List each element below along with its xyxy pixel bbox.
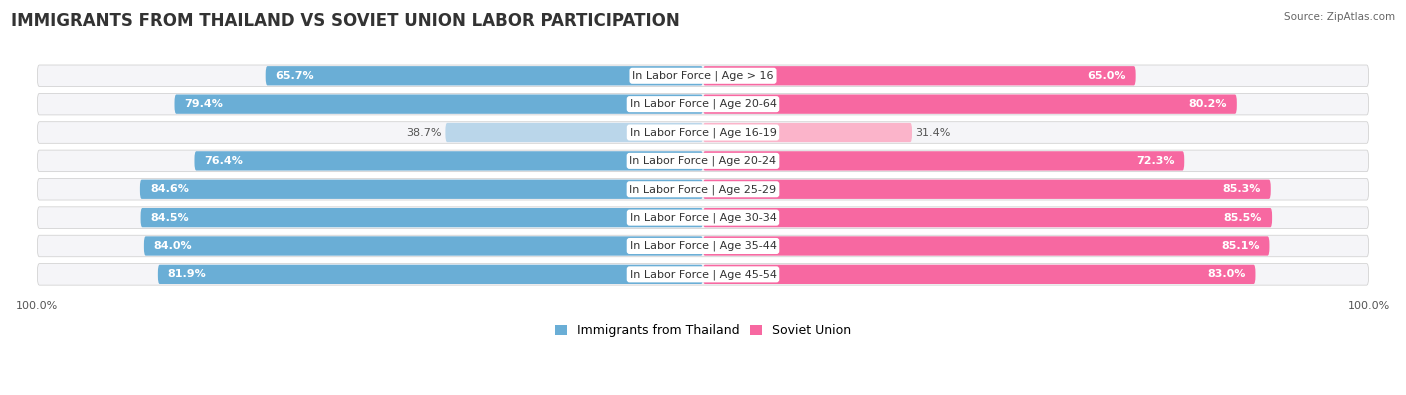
Text: 84.0%: 84.0% [153,241,193,251]
FancyBboxPatch shape [38,179,1368,200]
Text: In Labor Force | Age 25-29: In Labor Force | Age 25-29 [630,184,776,194]
Text: Source: ZipAtlas.com: Source: ZipAtlas.com [1284,12,1395,22]
Text: In Labor Force | Age 35-44: In Labor Force | Age 35-44 [630,241,776,251]
Text: 85.5%: 85.5% [1223,213,1263,223]
Text: 84.6%: 84.6% [150,184,188,194]
Text: 65.0%: 65.0% [1087,71,1126,81]
Text: 81.9%: 81.9% [167,269,207,279]
Text: In Labor Force | Age 16-19: In Labor Force | Age 16-19 [630,127,776,138]
FancyBboxPatch shape [139,180,703,199]
Text: 85.3%: 85.3% [1222,184,1261,194]
FancyBboxPatch shape [703,94,1237,114]
Text: 38.7%: 38.7% [406,128,441,137]
FancyBboxPatch shape [38,150,1368,172]
FancyBboxPatch shape [703,180,1271,199]
Text: IMMIGRANTS FROM THAILAND VS SOVIET UNION LABOR PARTICIPATION: IMMIGRANTS FROM THAILAND VS SOVIET UNION… [11,12,681,30]
FancyBboxPatch shape [703,236,1270,256]
Text: 84.5%: 84.5% [150,213,190,223]
FancyBboxPatch shape [703,208,1272,227]
Text: 65.7%: 65.7% [276,71,315,81]
Text: In Labor Force | Age 30-34: In Labor Force | Age 30-34 [630,213,776,223]
FancyBboxPatch shape [266,66,703,85]
FancyBboxPatch shape [194,151,703,171]
FancyBboxPatch shape [157,265,703,284]
Text: 31.4%: 31.4% [915,128,950,137]
Text: 76.4%: 76.4% [204,156,243,166]
FancyBboxPatch shape [38,65,1368,87]
Text: In Labor Force | Age > 16: In Labor Force | Age > 16 [633,71,773,81]
FancyBboxPatch shape [143,236,703,256]
Text: 80.2%: 80.2% [1188,99,1227,109]
FancyBboxPatch shape [703,151,1184,171]
FancyBboxPatch shape [38,263,1368,285]
FancyBboxPatch shape [703,66,1136,85]
FancyBboxPatch shape [174,94,703,114]
Text: 72.3%: 72.3% [1136,156,1174,166]
Text: In Labor Force | Age 20-24: In Labor Force | Age 20-24 [630,156,776,166]
Text: In Labor Force | Age 20-64: In Labor Force | Age 20-64 [630,99,776,109]
FancyBboxPatch shape [38,207,1368,228]
Text: 85.1%: 85.1% [1220,241,1260,251]
FancyBboxPatch shape [703,265,1256,284]
FancyBboxPatch shape [141,208,703,227]
Legend: Immigrants from Thailand, Soviet Union: Immigrants from Thailand, Soviet Union [550,320,856,342]
Text: 79.4%: 79.4% [184,99,224,109]
FancyBboxPatch shape [38,122,1368,143]
FancyBboxPatch shape [38,93,1368,115]
Text: In Labor Force | Age 45-54: In Labor Force | Age 45-54 [630,269,776,280]
FancyBboxPatch shape [703,123,912,142]
FancyBboxPatch shape [38,235,1368,257]
Text: 83.0%: 83.0% [1208,269,1246,279]
FancyBboxPatch shape [446,123,703,142]
